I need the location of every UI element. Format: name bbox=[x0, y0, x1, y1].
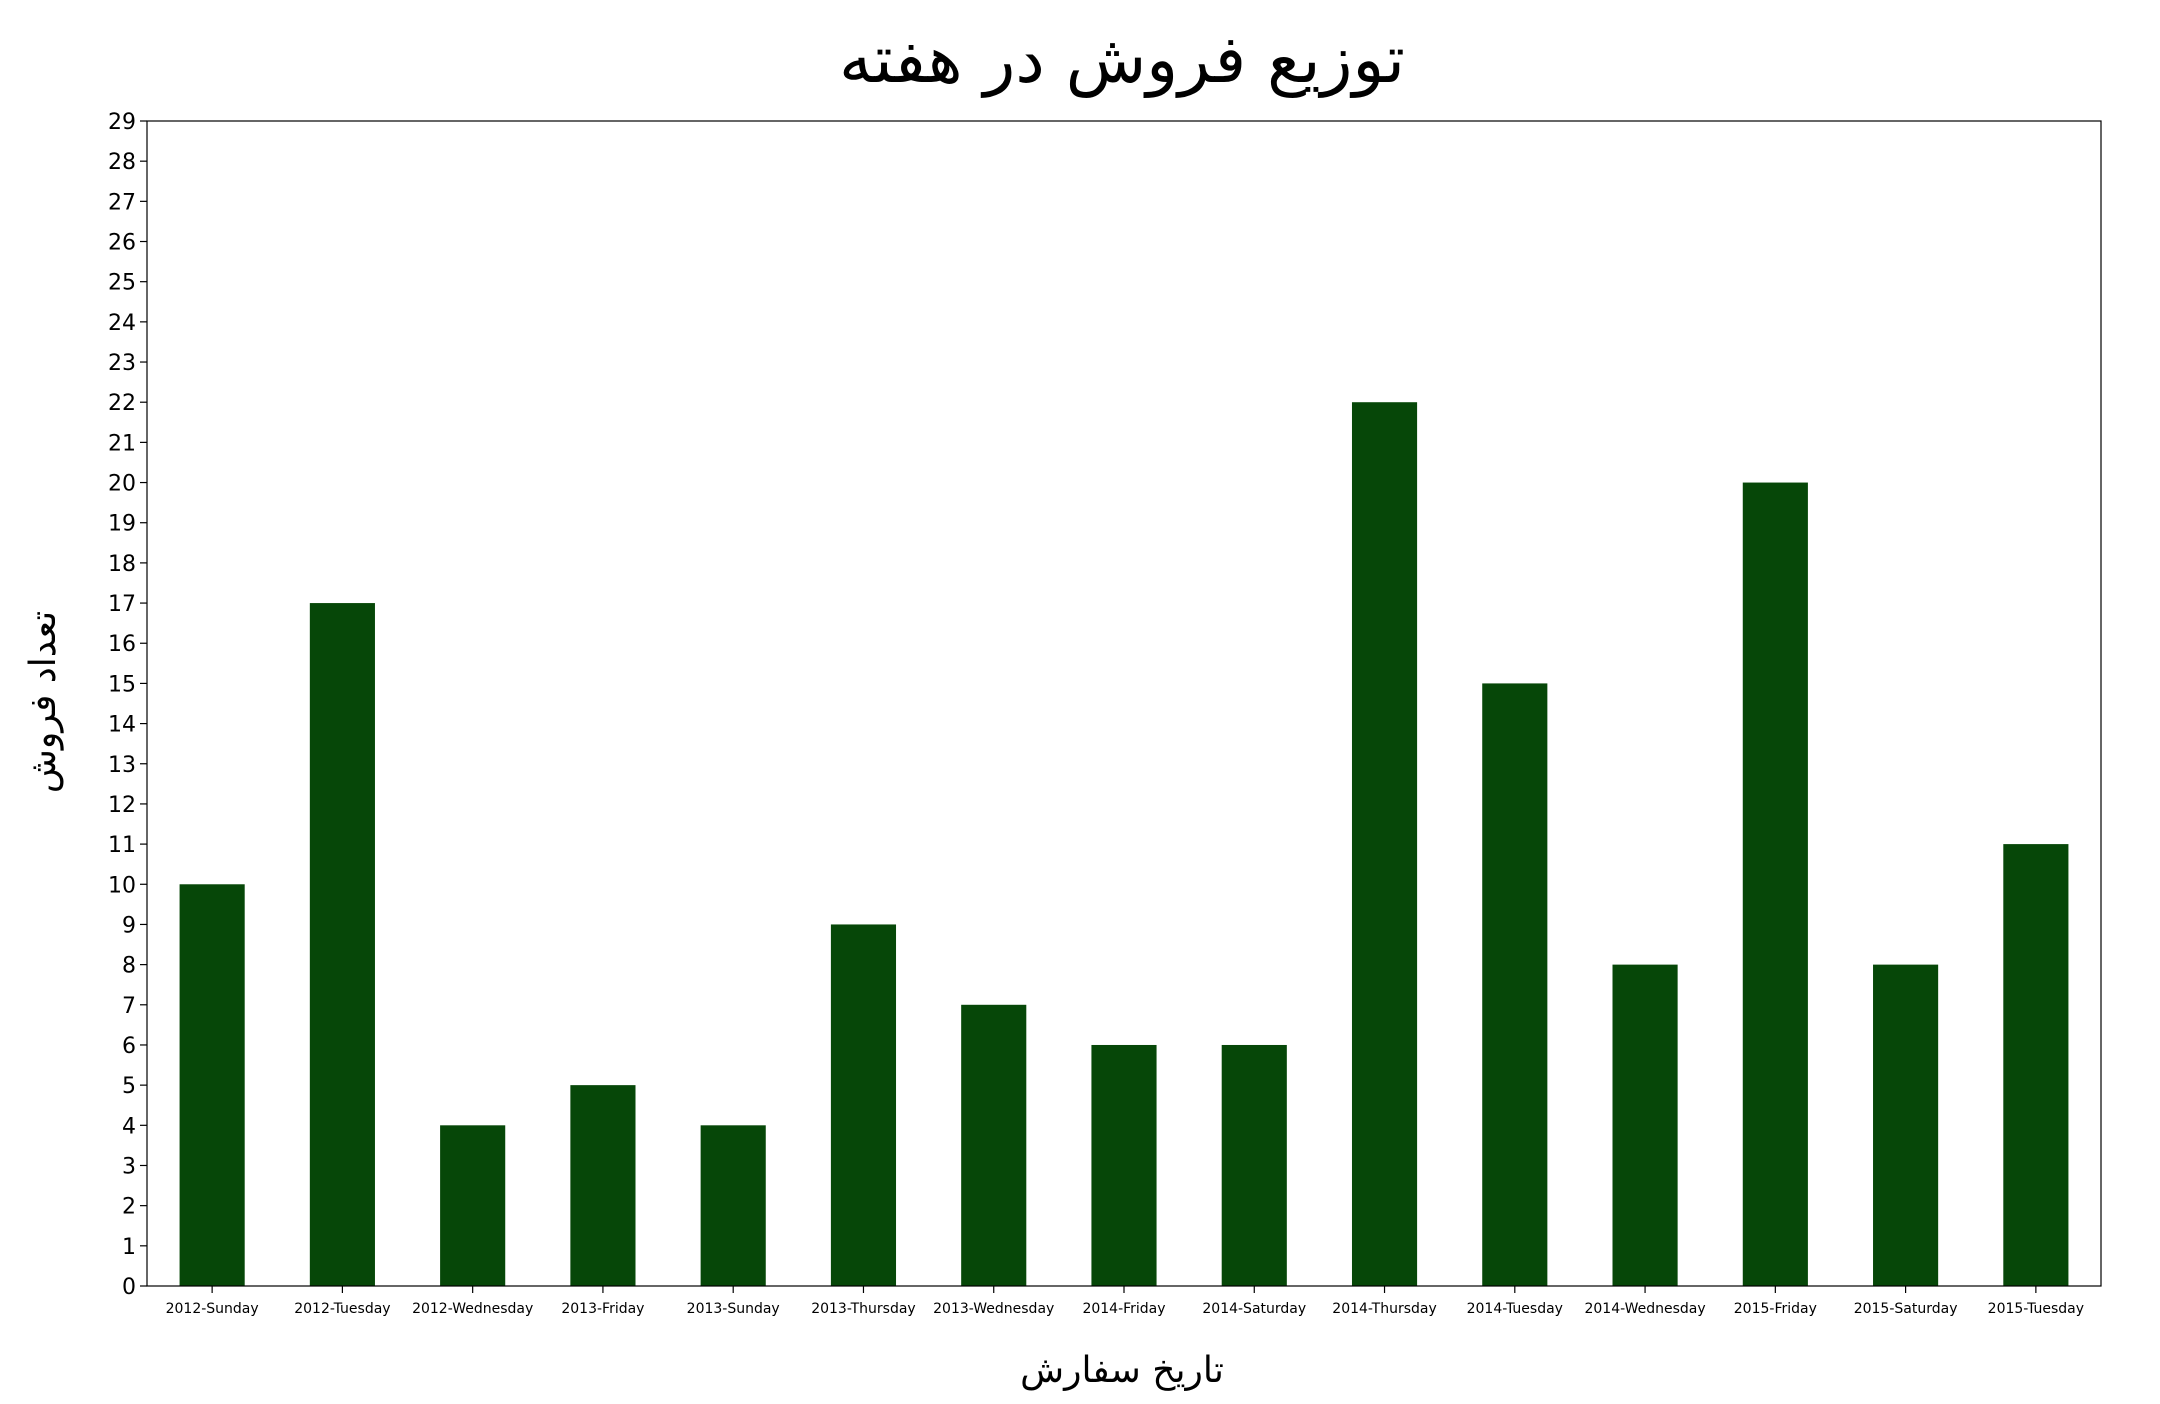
x-tick-label: 2014-Saturday bbox=[1202, 1301, 1306, 1317]
y-tick-label: 19 bbox=[108, 512, 136, 537]
x-tick-label: 2012-Wednesday bbox=[412, 1301, 533, 1317]
y-tick-label: 14 bbox=[108, 713, 136, 738]
x-tick-label: 2014-Friday bbox=[1082, 1301, 1165, 1317]
y-tick-label: 13 bbox=[108, 753, 136, 778]
y-tick-label: 17 bbox=[108, 592, 136, 617]
x-tick-label: 2013-Friday bbox=[561, 1301, 644, 1317]
x-tick-label: 2012-Sunday bbox=[166, 1301, 259, 1317]
x-axis-label: تاریخ سفارش bbox=[1020, 1350, 1224, 1391]
bar-2015-Saturday bbox=[1873, 964, 1939, 1286]
y-tick-label: 5 bbox=[122, 1074, 136, 1099]
y-tick-label: 23 bbox=[108, 351, 136, 376]
y-tick-label: 11 bbox=[108, 833, 136, 858]
y-tick-label: 20 bbox=[108, 472, 136, 497]
bar-2012-Wednesday bbox=[440, 1125, 506, 1286]
bar-2014-Thursday bbox=[1351, 402, 1418, 1287]
bar-2013-Thursday bbox=[830, 924, 897, 1286]
y-tick-label: 22 bbox=[108, 391, 136, 416]
x-tick-label: 2015-Tuesday bbox=[1988, 1301, 2084, 1317]
x-tick-label: 2014-Thursday bbox=[1332, 1301, 1437, 1317]
bar-2014-Friday bbox=[1091, 1044, 1157, 1286]
y-tick-label: 12 bbox=[108, 793, 136, 818]
bar-2015-Friday bbox=[1742, 482, 1808, 1286]
bar-2014-Wednesday bbox=[1612, 964, 1678, 1286]
y-tick-label: 26 bbox=[108, 231, 136, 256]
x-tick-label: 2015-Friday bbox=[1734, 1301, 1817, 1317]
x-tick-label: 2012-Tuesday bbox=[294, 1301, 390, 1317]
y-tick-label: 3 bbox=[122, 1154, 136, 1179]
bar-2013-Sunday bbox=[700, 1125, 766, 1286]
y-tick-label: 10 bbox=[108, 873, 136, 898]
y-tick-label: 27 bbox=[108, 190, 136, 215]
y-tick-label: 24 bbox=[108, 311, 136, 336]
chart-title: توزیع فروش در هفته bbox=[839, 21, 1405, 98]
x-tick-label: 2013-Wednesday bbox=[933, 1301, 1054, 1317]
y-tick-label: 2 bbox=[122, 1195, 136, 1220]
y-tick-label: 21 bbox=[108, 431, 136, 456]
x-tick-label: 2015-Saturday bbox=[1854, 1301, 1958, 1317]
bar-2012-Tuesday bbox=[309, 603, 375, 1286]
y-tick-label: 1 bbox=[122, 1235, 136, 1260]
y-tick-label: 8 bbox=[122, 954, 136, 979]
y-tick-label: 0 bbox=[122, 1275, 136, 1300]
x-tick-label: 2014-Tuesday bbox=[1467, 1301, 1563, 1317]
bar-2015-Tuesday bbox=[2003, 844, 2069, 1286]
x-tick-label: 2013-Thursday bbox=[811, 1301, 916, 1317]
y-tick-label: 28 bbox=[108, 150, 136, 175]
y-tick-label: 15 bbox=[108, 672, 136, 697]
bar-2014-Tuesday bbox=[1482, 683, 1548, 1286]
y-tick-label: 6 bbox=[122, 1034, 136, 1059]
y-axis-label: تعداد فروش bbox=[23, 611, 64, 793]
bar-2012-Sunday bbox=[179, 884, 245, 1286]
y-tick-label: 4 bbox=[122, 1114, 136, 1139]
y-tick-label: 18 bbox=[108, 552, 136, 577]
x-tick-label: 2014-Wednesday bbox=[1584, 1301, 1705, 1317]
x-tick-label: 2013-Sunday bbox=[687, 1301, 780, 1317]
bar-2013-Wednesday bbox=[961, 1004, 1027, 1286]
y-tick-label: 7 bbox=[122, 994, 136, 1019]
y-tick-label: 16 bbox=[108, 632, 136, 657]
bar-2014-Saturday bbox=[1221, 1044, 1287, 1286]
y-tick-label: 25 bbox=[108, 271, 136, 296]
bar-2013-Friday bbox=[570, 1085, 636, 1286]
y-tick-label: 9 bbox=[122, 913, 136, 938]
y-tick-label: 29 bbox=[108, 110, 136, 135]
plot-area: 0123456789101112131415161718192021222324… bbox=[108, 110, 2102, 1317]
